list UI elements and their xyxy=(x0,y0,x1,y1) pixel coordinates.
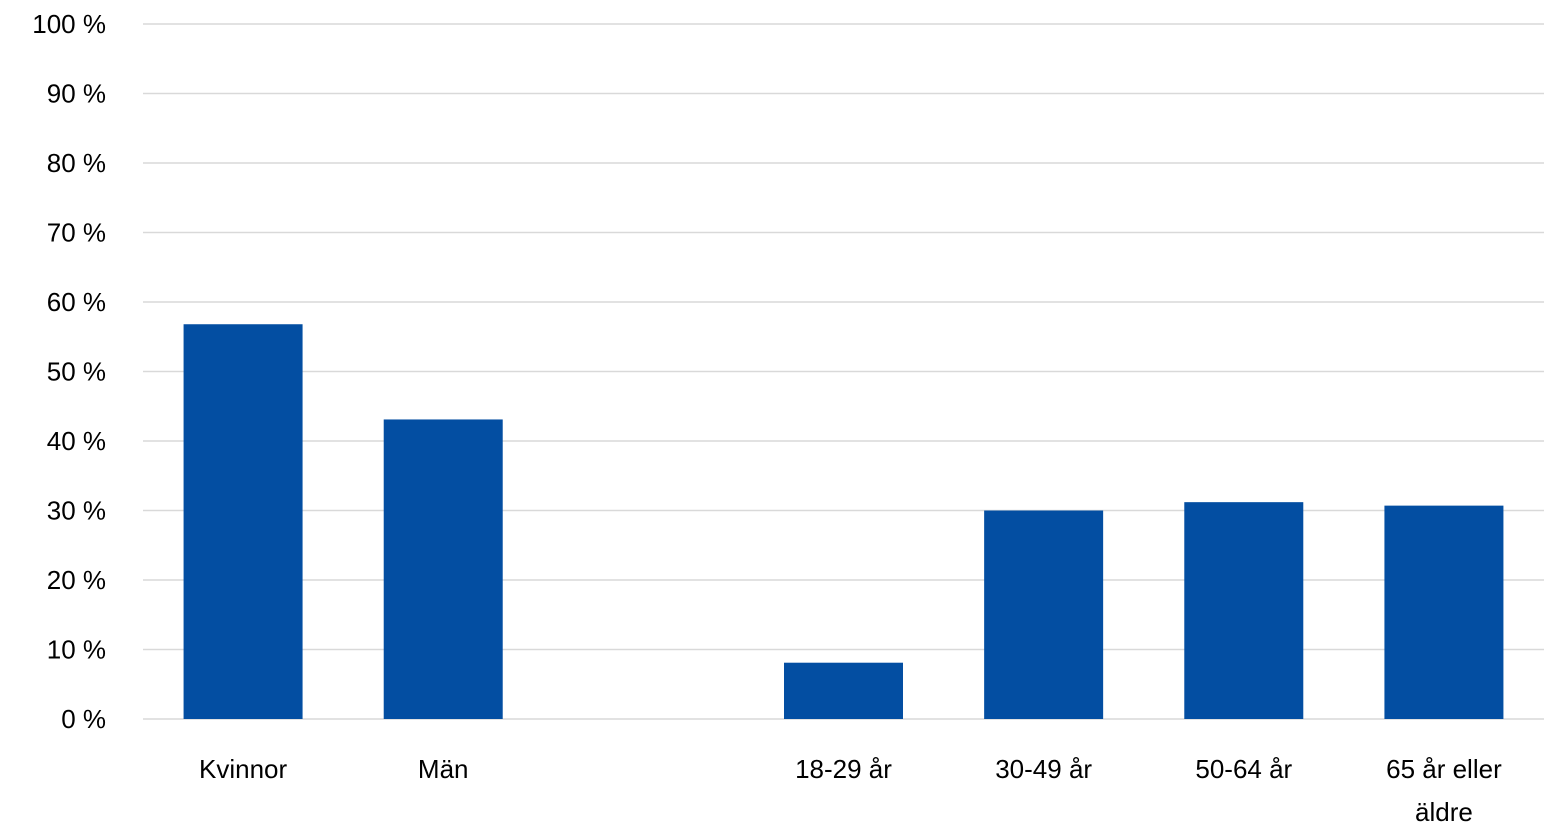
bar xyxy=(1384,505,1504,719)
x-tick-label: Män xyxy=(418,754,469,784)
bar xyxy=(183,324,303,719)
gridlines xyxy=(143,23,1544,720)
bars xyxy=(183,324,1504,719)
x-axis-category-labels: Kvinnor Män 18-29 år 30-49 år 50-64 år 65 år … xyxy=(199,754,1502,827)
y-tick-label: 80 % xyxy=(47,148,106,178)
y-tick-label: 100 % xyxy=(32,9,106,39)
y-tick-label: 30 % xyxy=(47,496,106,526)
y-tick-label: 60 % xyxy=(47,287,106,317)
y-axis-tick-labels: 0 % 10 % 20 % 30 % 40 % 50 % 60 % 70 % 80 % 90 % 1… xyxy=(32,9,106,734)
y-tick-label: 20 % xyxy=(47,565,106,595)
y-tick-label: 90 % xyxy=(47,79,106,109)
x-tick-label: 65 år eller xyxy=(1386,754,1502,784)
x-tick-label: 50-64 år xyxy=(1195,754,1292,784)
bar xyxy=(1184,502,1304,719)
x-tick-label: Kvinnor xyxy=(199,754,287,784)
y-tick-label: 40 % xyxy=(47,426,106,456)
y-tick-label: 70 % xyxy=(47,218,106,248)
bar xyxy=(383,419,503,719)
y-tick-label: 50 % xyxy=(47,357,106,387)
y-tick-label: 0 % xyxy=(61,704,106,734)
x-tick-label: 18-29 år xyxy=(795,754,892,784)
y-tick-label: 10 % xyxy=(47,635,106,665)
x-tick-label: äldre xyxy=(1415,797,1473,827)
bar xyxy=(784,662,903,719)
bar xyxy=(984,510,1104,719)
x-tick-label: 30-49 år xyxy=(995,754,1092,784)
